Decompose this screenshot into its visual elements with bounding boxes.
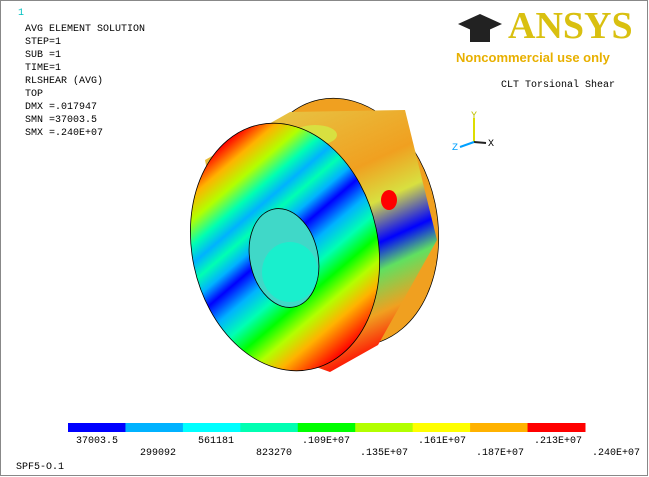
legend-swatch (240, 423, 298, 432)
legend-label: 299092 (140, 448, 176, 459)
notice: Noncommercial use only (456, 50, 611, 65)
plot-window: 1 AVG ELEMENT SOLUTION STEP=1 SUB =1 TIME=1… (0, 0, 649, 477)
legend-label: 823270 (256, 448, 292, 459)
legend-label: .161E+07 (418, 436, 466, 447)
info-line: SMX =.240E+07 (25, 128, 103, 139)
legend-label: 37003.5 (76, 436, 118, 447)
info-line: STEP=1 (25, 37, 61, 48)
axis-y: Y (471, 111, 477, 122)
legend-swatch (125, 423, 183, 432)
legend-label: .109E+07 (302, 436, 350, 447)
legend-swatch (355, 423, 413, 432)
info-line: SUB =1 (25, 50, 61, 61)
info-line: SMN =37003.5 (25, 115, 97, 126)
legend-swatch (528, 423, 586, 432)
legend-label: .240E+07 (592, 448, 640, 459)
plot-title: CLT Torsional Shear (501, 79, 615, 91)
brand: ANSYS (508, 5, 633, 47)
legend-label: .187E+07 (476, 448, 524, 459)
legend-label: 561181 (198, 436, 234, 447)
legend-swatch (470, 423, 528, 432)
page: 1 AVG ELEMENT SOLUTION STEP=1 SUB =1 TIME=1… (0, 0, 649, 477)
info-line: DMX =.017947 (25, 102, 97, 113)
info-line: TOP (25, 89, 43, 100)
info-line: RLSHEAR (AVG) (25, 75, 103, 87)
legend-swatch (68, 423, 126, 432)
axis-z: Z (452, 143, 458, 154)
axis-x: X (488, 139, 494, 150)
info-line: TIME=1 (25, 63, 61, 74)
legend-label: .135E+07 (360, 448, 408, 459)
window-number: 1 (18, 8, 24, 19)
footer: SPF5-O.1 (16, 462, 64, 473)
legend-label: .213E+07 (534, 436, 582, 447)
legend-swatch (183, 423, 241, 432)
legend-swatch (413, 423, 471, 432)
legend-swatch (298, 423, 356, 432)
info-line: AVG ELEMENT SOLUTION (25, 24, 145, 35)
